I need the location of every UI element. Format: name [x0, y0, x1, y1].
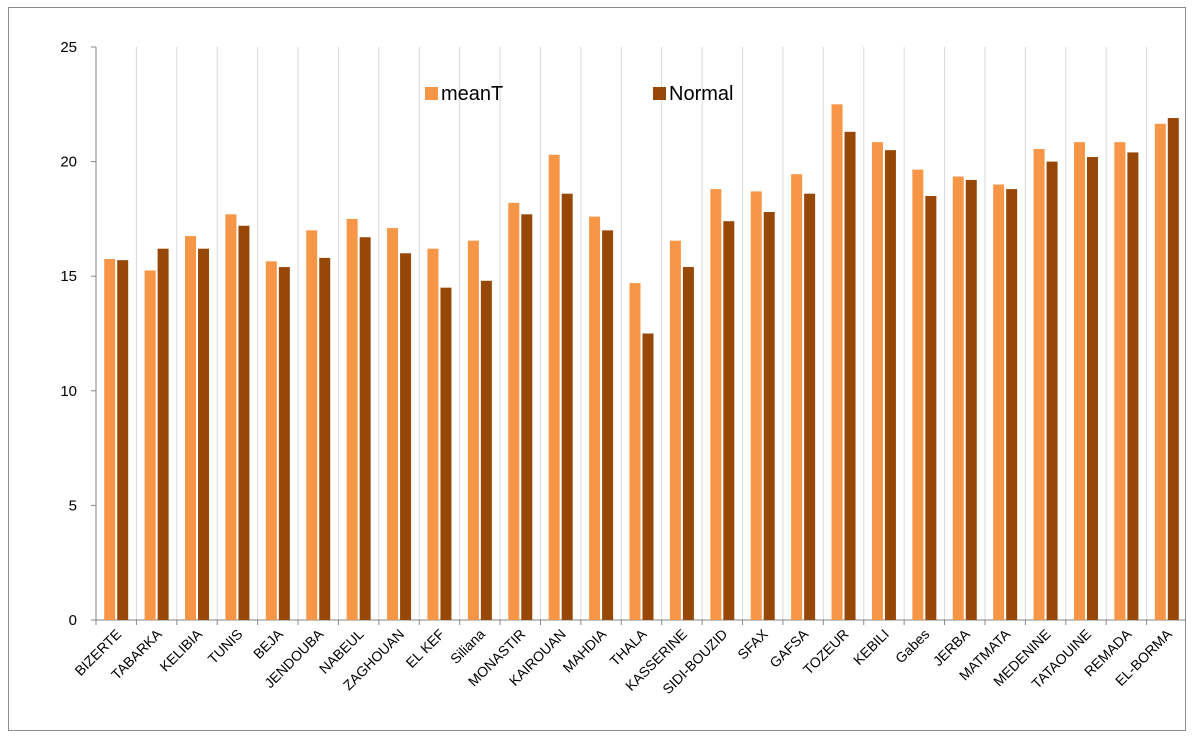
bar-normal-monastir — [521, 214, 533, 621]
bar-normal-siliana — [480, 280, 492, 620]
bar-meant-kairouan — [548, 154, 560, 620]
bar-meant-siliana — [467, 240, 479, 620]
y-tick-label: 25 — [60, 39, 77, 56]
bar-meant-matmata — [993, 184, 1005, 620]
bar-normal-jerba — [965, 179, 977, 620]
bar-normal-gabes — [925, 195, 937, 621]
bar-meant-tataouine — [1073, 142, 1085, 621]
bar-normal-nabeul — [359, 237, 371, 620]
bar-meant-mahdia — [589, 216, 601, 620]
x-category-label: Gabes — [892, 626, 932, 666]
x-category-label: KEBILI — [850, 626, 892, 668]
chart-frame: 0 5 10 15 20 25 BIZERTE TABARKA KELIBIA TUNIS BEJ… — [8, 7, 1186, 731]
bar-normal-sidi-bouzid — [723, 221, 735, 620]
bar-normal-el-kef — [440, 287, 452, 620]
x-category-label: BEJA — [250, 625, 287, 662]
x-category-label: KELIBIA — [156, 625, 205, 674]
bar-meant-gafsa — [791, 174, 803, 620]
bar-normal-kairouan — [561, 193, 573, 621]
y-tick-label: 20 — [60, 154, 77, 171]
bar-normal-medenine — [1046, 161, 1058, 620]
y-tick-label: 5 — [69, 497, 77, 514]
y-axis-ticks: 0 5 10 15 20 25 — [60, 39, 96, 629]
legend-label-meant: meanT — [441, 83, 503, 105]
bar-normal-remada — [1127, 152, 1139, 620]
y-tick-label: 10 — [60, 383, 77, 400]
bar-normal-sfax — [763, 212, 775, 621]
bar-normal-beja — [278, 267, 290, 620]
y-tick-label: 15 — [60, 268, 77, 285]
legend: meanT Normal — [425, 83, 733, 105]
bar-normal-kasserine — [682, 267, 694, 620]
bar-meant-tabarka — [144, 270, 156, 620]
legend-swatch-normal — [653, 87, 666, 100]
bar-normal-jendouba — [319, 257, 331, 620]
bar-meant-tozeur — [831, 104, 843, 621]
x-category-label: SFAX — [734, 625, 771, 662]
bar-normal-tunis — [238, 225, 250, 620]
bar-normal-bizerte — [117, 260, 129, 620]
bar-meant-zaghouan — [387, 228, 399, 620]
x-category-label: EL KEF — [403, 626, 448, 671]
bar-normal-tataouine — [1086, 157, 1098, 621]
bar-meant-monastir — [508, 202, 520, 620]
bar-normal-kelibia — [198, 248, 210, 621]
legend-swatch-meant — [425, 87, 438, 100]
bar-normal-kebili — [884, 150, 896, 620]
bar-meant-kasserine — [669, 240, 681, 620]
bar-meant-jerba — [952, 176, 964, 621]
bar-meant-el-kef — [427, 248, 439, 621]
bar-normal-gafsa — [804, 193, 816, 621]
gridlines — [135, 47, 1148, 620]
bar-meant-sfax — [750, 191, 762, 620]
bar-meant-jendouba — [306, 230, 318, 621]
bar-meant-kebili — [871, 142, 883, 621]
bar-meant-remada — [1114, 142, 1126, 621]
bar-meant-tunis — [225, 214, 237, 621]
bar-meant-medenine — [1033, 148, 1045, 620]
bar-normal-zaghouan — [400, 253, 412, 620]
axes — [95, 47, 1185, 625]
bar-normal-el-borma — [1167, 118, 1179, 620]
legend-label-normal: Normal — [669, 83, 733, 105]
y-tick-label: 0 — [69, 612, 77, 629]
bar-meant-thala — [629, 283, 641, 620]
x-category-label: TUNIS — [205, 626, 246, 667]
bar-meant-bizerte — [104, 259, 116, 620]
bar-meant-beja — [265, 261, 277, 620]
bars — [104, 104, 1179, 621]
bar-normal-tozeur — [844, 131, 856, 620]
bar-normal-matmata — [1006, 189, 1018, 620]
x-category-label: MAHDIA — [559, 625, 609, 675]
bar-normal-tabarka — [157, 248, 169, 621]
bar-meant-gabes — [912, 169, 924, 620]
bar-normal-mahdia — [602, 230, 614, 621]
bar-meant-el-borma — [1154, 123, 1166, 621]
bar-meant-nabeul — [346, 218, 358, 620]
bar-normal-thala — [642, 333, 654, 620]
bar-meant-sidi-bouzid — [710, 189, 722, 620]
bar-meant-kelibia — [185, 236, 197, 620]
